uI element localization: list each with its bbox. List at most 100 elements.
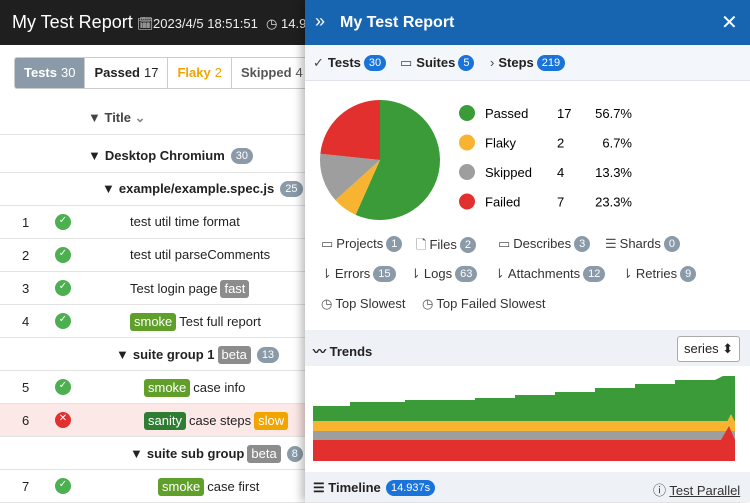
panel-link[interactable]: ▭ Describes 3 [498,236,591,252]
filter-label: Tests [24,65,57,80]
link-count: 15 [373,266,396,282]
sort-icon: ⌄ [134,110,146,125]
row-number: 5 [22,380,30,395]
test-row[interactable]: 6 ✕ sanity case steps slow [0,404,305,437]
title-text: case info [193,380,246,395]
panel-header: » My Test Report ✕ [305,0,750,45]
test-row[interactable]: 2 ✓ test util parseComments [0,239,305,272]
link-label: Retries [635,266,678,281]
panel-tab[interactable]: ▭ Suites 5 [400,55,475,71]
group-row[interactable]: ▼ example/example.spec.js 25 [0,173,305,206]
row-count: 8 [286,446,303,462]
tag: beta [247,445,281,463]
test-row[interactable]: 7 ✓ smoke case first [0,470,305,503]
tag: slow [254,412,289,430]
status-icon: ✓ [55,247,71,263]
legend-dot [459,105,475,121]
pie-slice [320,153,380,201]
trend-skipped [313,431,735,440]
series-select[interactable]: series ⬍ [677,336,741,362]
filter-tab[interactable]: Tests 30 [15,58,86,88]
filter-label: Flaky [177,65,211,80]
title-text: case steps [188,413,252,428]
column-title[interactable]: ▼ Title ⌄ [88,110,146,125]
row-title: smoke case info [144,379,248,397]
close-button[interactable]: ✕ [721,12,738,34]
row-number: 3 [22,281,30,296]
trends-chart [313,376,735,461]
filter-count: 30 [61,65,76,80]
link-icon: ◷ [422,296,434,311]
collapse-icon[interactable]: » [315,11,326,31]
title-text: suite group 1 [132,347,215,362]
row-title: ▼ Desktop Chromium 30 [88,148,254,164]
title-text: Test login page [130,281,218,296]
group-row[interactable]: ▼ Desktop Chromium 30 [0,140,305,173]
panel-link[interactable]: ⇂ Retries 9 [622,266,697,282]
trend-flaky [313,414,735,431]
link-label: Projects [336,236,384,251]
test-row[interactable]: 4 ✓ smoke Test full report [0,305,305,338]
summary-pie: Passed 17 56.7% Flaky 2 6.7% Skipped 4 13.3% Fail… [320,100,632,220]
link-icon: ⇂ [410,266,421,281]
panel-link[interactable]: ▭ Projects 1 [321,236,403,252]
panel-link[interactable]: ⇂ Attachments 12 [494,266,606,282]
clock-icon: ◷ [266,16,278,31]
filter-label: Skipped [240,65,292,80]
link-count: 3 [574,236,591,252]
panel-link[interactable]: ☰ Shards 0 [605,236,680,252]
panel-link[interactable]: ⇂ Errors 15 [321,266,396,282]
row-count: 25 [280,181,303,197]
expand-arrow: ▼ [130,446,143,461]
report-duration: 14.9 [281,16,307,31]
status-icon: ✓ [55,313,71,329]
panel-tab[interactable]: ✓ Tests 30 [313,55,387,71]
tab-label: Steps [498,55,534,70]
group-row[interactable]: ▼ suite group 1 beta 13 [0,338,305,371]
expand-arrow: ▼ [116,347,129,362]
title-text: test util time format [130,214,240,229]
row-title: test util parseComments [130,247,273,262]
row-title: Test login page fast [130,280,252,298]
panel-tabs: ✓ Tests 30 ▭ Suites 5 › Steps 219 [305,45,750,81]
trend-failed [313,426,735,461]
title-text: Desktop Chromium [104,148,225,163]
report-title: My Test Report [12,12,133,32]
row-number: 4 [22,314,30,329]
link-count: 63 [455,266,478,282]
filter-tab[interactable]: Flaky 2 [168,58,232,88]
series-select-text: series [684,341,719,356]
row-title: ▼ suite group 1 beta 13 [116,346,280,364]
filter-count: 17 [144,65,159,80]
title-text: example/example.spec.js [118,181,275,196]
row-title: smoke case first [158,478,262,496]
test-row[interactable]: 3 ✓ Test login page fast [0,272,305,305]
filter-tab[interactable]: Skipped 4 [231,58,313,88]
pie-slice [355,100,440,220]
legend-dot [459,164,475,180]
link-icon: ▭ [321,236,334,251]
panel-link[interactable]: ◷ Top Slowest [321,296,405,312]
pie-slice [320,100,380,160]
panel-link[interactable]: ◷ Top Failed Slowest [422,296,545,312]
column-title-text: Title [104,110,131,125]
trends-text: Trends [329,344,373,359]
panel-link[interactable]: ⇂ Logs 63 [410,266,478,282]
group-row[interactable]: ▼ suite sub group beta 8 [0,437,305,470]
expand-arrow: ▼ [102,181,115,196]
report-date: 2023/4/5 18:51:51 [153,16,258,31]
pie-slice [335,160,380,215]
filter-tab[interactable]: Passed 17 [85,58,169,88]
panel-link[interactable]: 🗋 Files 2 [416,236,477,258]
legend-percent: 23.3% [595,195,632,210]
link-label: Attachments [507,266,581,281]
legend-percent: 13.3% [595,165,632,180]
test-row[interactable]: 1 ✓ test util time format [0,206,305,239]
test-row[interactable]: 5 ✓ smoke case info [0,371,305,404]
title-text: suite sub group [146,446,245,461]
tag: sanity [144,412,186,430]
panel-tab[interactable]: › Steps 219 [490,55,566,71]
tab-icon: ✓ [313,55,324,70]
parallel-link[interactable]: ⓘ Test Parallel [653,483,741,498]
